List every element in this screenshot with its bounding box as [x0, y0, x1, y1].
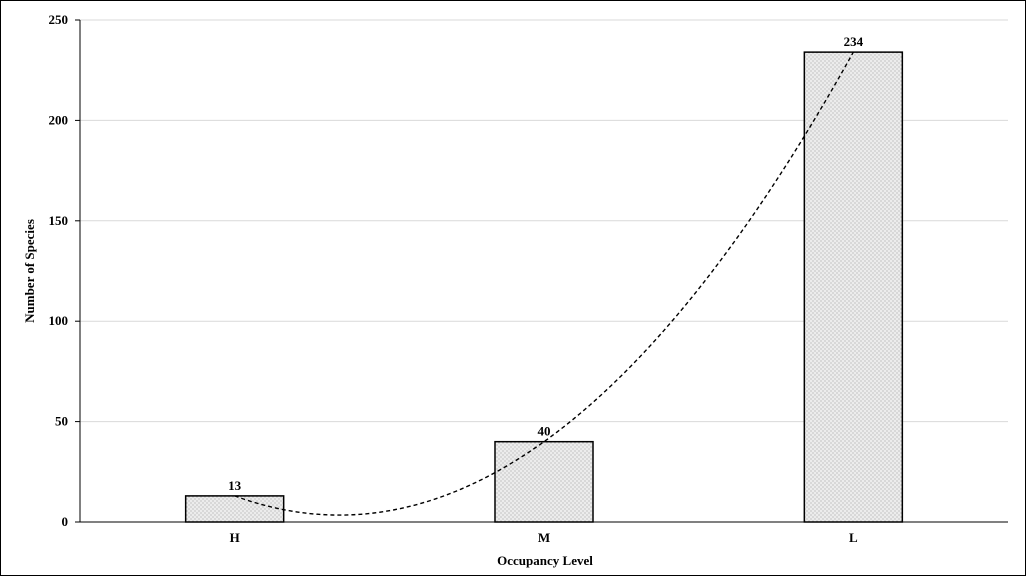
data-label: 234 — [844, 34, 864, 49]
y-tick-label: 50 — [55, 414, 68, 429]
y-tick-label: 200 — [49, 112, 69, 127]
data-label: 13 — [228, 478, 242, 493]
y-tick-label: 150 — [49, 213, 69, 228]
x-axis-title: Occupancy Level — [497, 553, 593, 568]
bar-M — [494, 440, 594, 523]
y-tick-label: 250 — [49, 12, 69, 27]
data-label: 40 — [538, 424, 551, 439]
x-tick-label: M — [538, 530, 550, 545]
y-tick-label: 100 — [49, 313, 69, 328]
y-tick-label: 0 — [62, 514, 69, 529]
bar-H — [184, 495, 285, 523]
x-tick-label: H — [230, 530, 240, 545]
x-tick-label: L — [849, 530, 858, 545]
data-labels: 13 40 234 — [228, 34, 863, 493]
bar-L — [803, 51, 904, 523]
bars — [184, 51, 904, 523]
trendline — [234, 51, 854, 516]
axes: 0 50 100 150 200 250 H M L — [49, 12, 1008, 545]
y-axis-title: Number of Species — [22, 219, 37, 323]
